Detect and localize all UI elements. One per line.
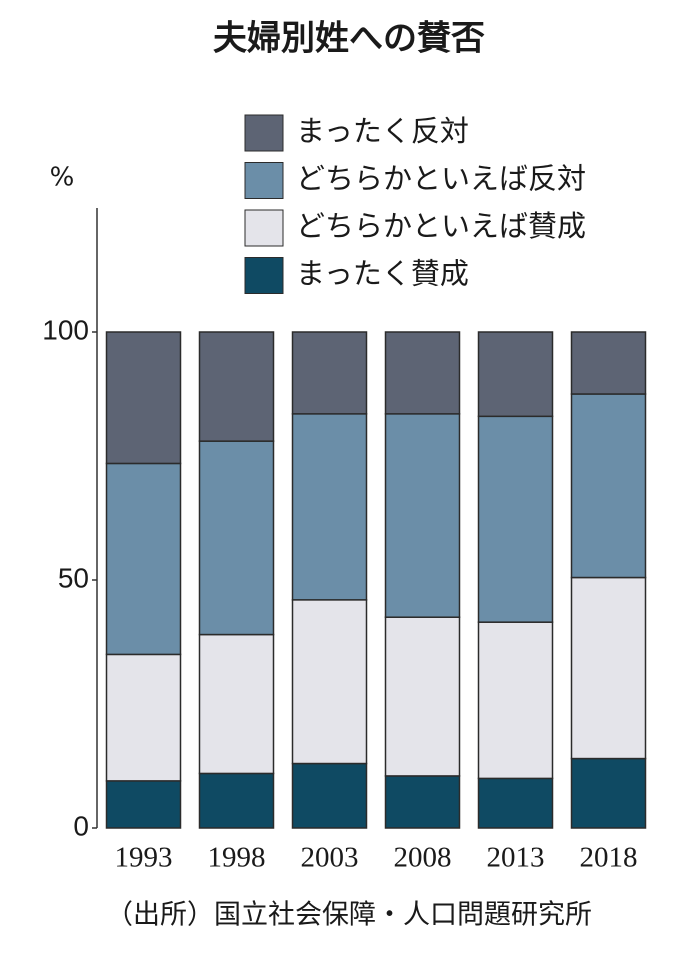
y-axis-label: % bbox=[50, 163, 75, 193]
bar-segment bbox=[477, 777, 554, 829]
bar-segment bbox=[570, 393, 647, 579]
y-tick-label: 50 bbox=[58, 562, 89, 593]
legend-swatch bbox=[244, 162, 284, 199]
bar-segment bbox=[570, 576, 647, 760]
bar-segment bbox=[384, 413, 461, 618]
bar-segment bbox=[291, 599, 368, 765]
y-tick-label: 0 bbox=[73, 810, 89, 841]
bar-segment bbox=[198, 633, 275, 775]
legend-label: まったく賛成 bbox=[296, 257, 469, 291]
y-tick-label: 100 bbox=[42, 314, 89, 345]
bar-segment bbox=[198, 440, 275, 636]
bar-segment bbox=[570, 757, 647, 829]
bar-segment bbox=[477, 621, 554, 780]
bar-segment bbox=[384, 331, 461, 415]
x-tick-label: 2018 bbox=[580, 842, 638, 874]
bar-segment bbox=[570, 331, 647, 395]
x-tick-label: 1993 bbox=[115, 842, 173, 874]
chart-title: 夫婦別姓への賛否 bbox=[213, 19, 485, 59]
x-tick-label: 2003 bbox=[301, 842, 359, 874]
bar-segment bbox=[105, 780, 182, 829]
legend-label: どちらかといえば反対 bbox=[296, 162, 586, 196]
legend-swatch bbox=[244, 114, 284, 152]
bar-segment bbox=[384, 616, 461, 777]
bar-segment bbox=[198, 772, 275, 829]
x-tick-label: 2013 bbox=[487, 842, 545, 874]
legend-label: どちらかといえば賛成 bbox=[296, 209, 586, 243]
bar-segment bbox=[384, 775, 461, 829]
bar-segment bbox=[291, 762, 368, 829]
x-tick-label: 1998 bbox=[208, 842, 266, 874]
x-tick-label: 2008 bbox=[394, 842, 452, 874]
bar-segment bbox=[198, 331, 275, 442]
legend-swatch bbox=[244, 209, 284, 247]
bar-segment bbox=[477, 331, 554, 418]
legend-label: まったく反対 bbox=[296, 114, 469, 148]
bar-segment bbox=[105, 653, 182, 782]
legend-swatch bbox=[244, 257, 284, 294]
source-note: （出所）国立社会保障・人口問題研究所 bbox=[106, 900, 592, 931]
bar-segment bbox=[291, 331, 368, 415]
bar-segment bbox=[291, 413, 368, 601]
bar-segment bbox=[105, 331, 182, 465]
bar-segment bbox=[477, 415, 554, 623]
bar-segment bbox=[105, 462, 182, 656]
